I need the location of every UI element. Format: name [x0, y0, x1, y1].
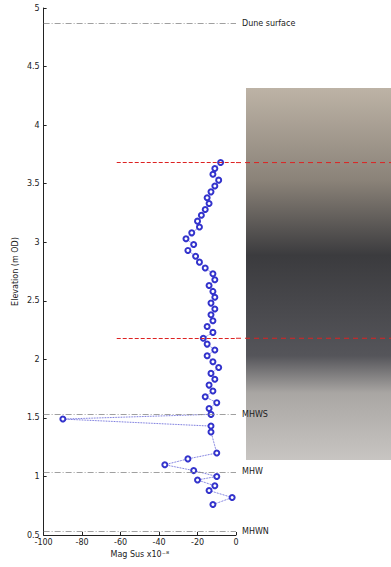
svg-text:4.5: 4.5: [27, 62, 40, 71]
svg-text:MHW: MHW: [242, 467, 263, 476]
svg-text:MHWS: MHWS: [242, 410, 268, 419]
svg-text:3: 3: [35, 238, 40, 247]
svg-text:0: 0: [233, 538, 238, 547]
svg-text:2.5: 2.5: [27, 296, 40, 305]
svg-text:-20: -20: [191, 538, 204, 547]
svg-text:Mag Sus x10⁻⁸: Mag Sus x10⁻⁸: [110, 550, 169, 559]
svg-text:Elevation (m OD): Elevation (m OD): [11, 237, 20, 306]
svg-text:5: 5: [35, 4, 40, 13]
svg-text:MHWN: MHWN: [242, 527, 269, 536]
svg-text:1.5: 1.5: [27, 413, 40, 422]
svg-text:Dune surface: Dune surface: [242, 19, 295, 28]
svg-text:-80: -80: [76, 538, 89, 547]
svg-text:2: 2: [35, 355, 40, 364]
svg-text:-60: -60: [114, 538, 127, 547]
svg-text:0.5: 0.5: [26, 530, 40, 540]
svg-text:4: 4: [35, 121, 40, 130]
svg-text:3.5: 3.5: [27, 179, 40, 188]
svg-text:-100: -100: [35, 538, 53, 547]
svg-text:-40: -40: [153, 538, 166, 547]
svg-text:1: 1: [35, 472, 40, 481]
